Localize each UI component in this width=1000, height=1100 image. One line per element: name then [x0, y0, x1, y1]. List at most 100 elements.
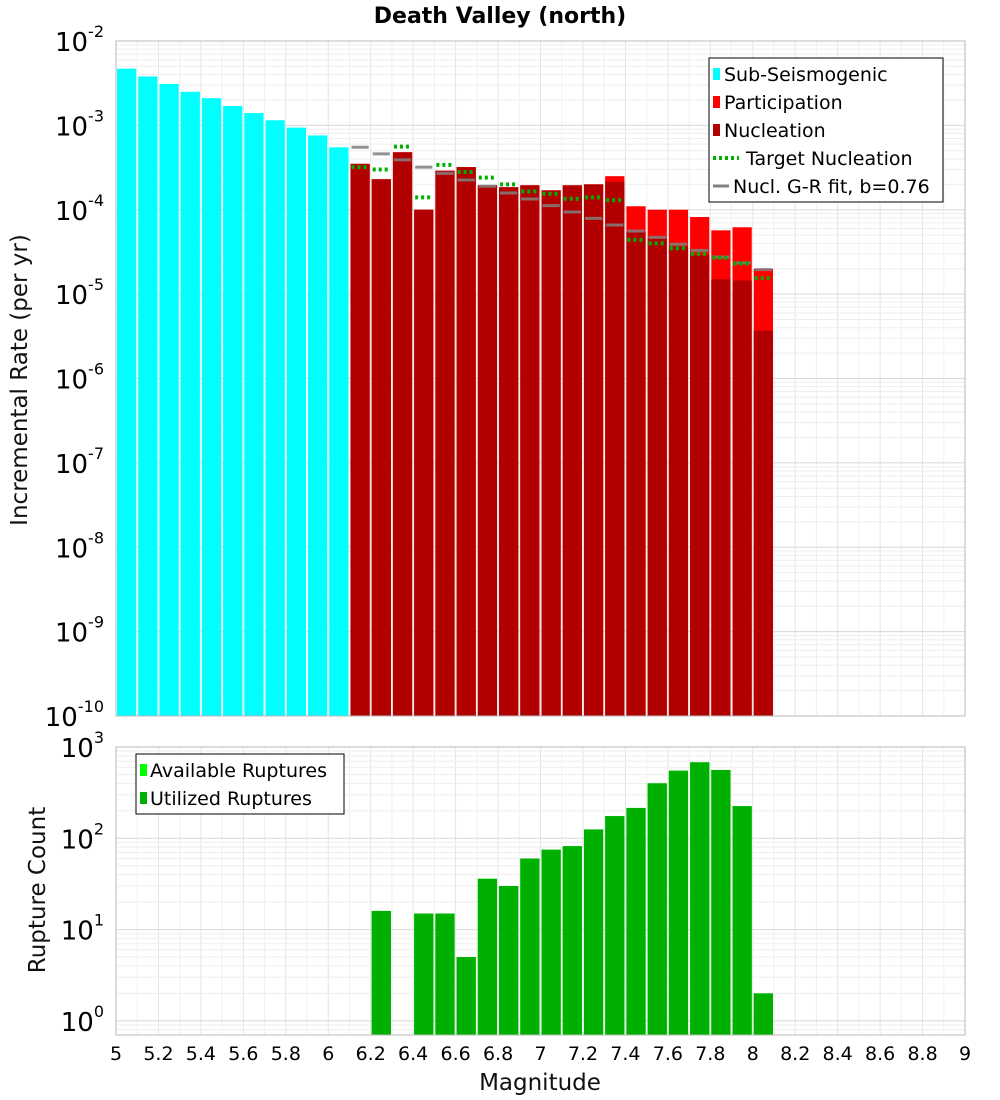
- sub-seismogenic-bar: [138, 76, 158, 717]
- x-tick-label: 8.4: [823, 1043, 853, 1065]
- bottom-plot-border: [115, 746, 966, 1036]
- nucleation-bar: [690, 255, 710, 716]
- nucleation-bar: [477, 185, 498, 717]
- utilized-ruptures-bar: [371, 910, 391, 1035]
- nucleation-bar: [350, 163, 370, 717]
- x-tick-label: 7.2: [568, 1043, 598, 1065]
- nucleation-bar: [562, 185, 582, 717]
- bottom-y-tick-label: 103: [61, 728, 104, 764]
- x-tick-label: 6.4: [398, 1043, 428, 1065]
- top-panel: 10-10 10-9 10-8 10-7 10-6 10-5 10-4 10-3 10-2 Sub…: [45, 22, 966, 733]
- top-y-tick-label: 10-7: [55, 444, 104, 480]
- utilized-ruptures-bar: [583, 829, 604, 1035]
- legend-label: Nucleation: [724, 120, 826, 142]
- top-plot-border: [115, 40, 966, 717]
- top-y-tick-label: 10-8: [55, 528, 104, 564]
- x-tick-label: 7.8: [695, 1043, 725, 1065]
- bottom-y-tick-label: 102: [61, 819, 104, 855]
- sub-seismogenic-bar: [201, 98, 222, 716]
- chart-title: Death Valley (north): [374, 4, 626, 29]
- nucleation-bar: [583, 184, 604, 717]
- top-y-tick-label: 10-6: [55, 360, 104, 396]
- utilized-ruptures-bar: [711, 769, 731, 1035]
- legend-label: Participation: [724, 92, 843, 114]
- nucleation-bar: [456, 167, 476, 716]
- sub-seismogenic-bar: [159, 83, 179, 716]
- sub-seismogenic-bar: [286, 127, 307, 716]
- x-tick-label: 6.6: [440, 1043, 470, 1065]
- sub-seismogenic-bar: [223, 105, 243, 717]
- x-tick-label: 8.8: [907, 1043, 937, 1065]
- top-y-tick-label: 10-4: [55, 191, 104, 227]
- nucleation-bar: [435, 170, 455, 716]
- x-tick-label: 7: [534, 1043, 546, 1065]
- top-y-tick-label: 10-10: [45, 697, 104, 733]
- nucleation-bar: [668, 246, 689, 716]
- bottom-legend-box: [135, 753, 345, 815]
- x-tick-label: 8.2: [780, 1043, 810, 1065]
- legend-label: Sub-Seismogenic: [724, 64, 888, 86]
- x-tick-label: 5: [110, 1043, 122, 1065]
- utilized-ruptures-bar: [668, 770, 689, 1035]
- sub-seismogenic-bar: [329, 147, 349, 717]
- bottom-y-axis-title: Rupture Count: [25, 807, 51, 973]
- x-tick-label: 6: [322, 1043, 334, 1065]
- nucleation-bar: [541, 190, 561, 716]
- nucleation-bar: [626, 231, 646, 716]
- nucleation-bar: [392, 152, 413, 716]
- x-axis-title: Magnitude: [479, 1070, 601, 1096]
- utilized-ruptures-bar: [753, 993, 773, 1035]
- utilized-ruptures-bar: [562, 846, 582, 1035]
- x-tick-label: 5.4: [186, 1043, 216, 1065]
- utilized-ruptures-bar: [414, 913, 434, 1035]
- utilized-ruptures-bar: [477, 878, 498, 1035]
- x-tick-label: 9: [959, 1043, 971, 1065]
- sub-seismogenic-bar: [117, 68, 137, 716]
- x-tick-label: 6.8: [483, 1043, 513, 1065]
- bottom-y-tick-label: 101: [61, 911, 104, 947]
- x-tick-label: 5.6: [228, 1043, 258, 1065]
- top-y-tick-label: 10-9: [55, 613, 104, 649]
- top-y-tick-label: 10-3: [55, 106, 104, 142]
- utilized-ruptures-bar: [499, 886, 519, 1035]
- utilized-ruptures-bar: [456, 957, 476, 1035]
- sub-seismogenic-bar: [308, 135, 328, 717]
- utilized-ruptures-bar: [647, 783, 667, 1035]
- utilized-ruptures-bar: [435, 913, 455, 1035]
- nucleation-bar: [711, 279, 731, 716]
- sub-seismogenic-bar: [180, 91, 200, 716]
- x-tick-label: 7.6: [653, 1043, 683, 1065]
- nucleation-bar: [605, 181, 625, 716]
- x-tick-label: 7.4: [610, 1043, 640, 1065]
- legend-swatch: [140, 792, 147, 804]
- nucleation-bar: [414, 209, 434, 716]
- utilized-ruptures-bar: [690, 762, 710, 1035]
- sub-seismogenic-bar: [244, 113, 264, 716]
- legend-swatch: [140, 764, 147, 776]
- legend-label: Nucl. G-R fit, b=0.76: [733, 176, 930, 198]
- nucleation-bar: [520, 185, 540, 717]
- utilized-ruptures-bar: [541, 849, 561, 1035]
- bottom-y-tick-label: 100: [61, 1002, 104, 1038]
- legend-swatch: [713, 68, 720, 80]
- nucleation-bar: [371, 179, 391, 716]
- nucleation-bar: [499, 187, 519, 716]
- nucleation-bar: [753, 330, 773, 716]
- x-tick-label: 8.6: [865, 1043, 895, 1065]
- sub-seismogenic-bar: [265, 120, 285, 717]
- nucleation-bar: [732, 280, 752, 716]
- nucleation-bar: [647, 238, 667, 716]
- utilized-ruptures-bar: [732, 806, 752, 1035]
- legend-label: Target Nucleation: [745, 148, 913, 170]
- utilized-ruptures-bar: [626, 807, 646, 1035]
- top-y-tick-label: 10-2: [55, 22, 104, 58]
- utilized-ruptures-bar: [520, 858, 540, 1035]
- top-y-axis-title: Incremental Rate (per yr): [7, 234, 33, 526]
- top-y-tick-label: 10-5: [55, 275, 104, 311]
- top-legend-box: [708, 57, 944, 203]
- x-tick-label: 5.2: [143, 1043, 173, 1065]
- x-tick-label: 8: [747, 1043, 759, 1065]
- x-tick-label: 6.2: [356, 1043, 386, 1065]
- legend-swatch: [713, 96, 720, 108]
